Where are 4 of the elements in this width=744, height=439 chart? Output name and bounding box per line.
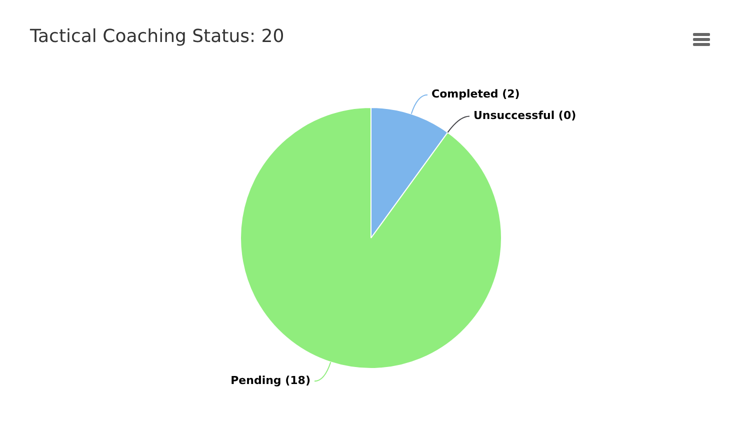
category-label: Unsuccessful (0) [473, 109, 576, 122]
slice-label: Pending (18) [230, 374, 310, 387]
slice-label: Completed (2) [432, 88, 520, 101]
chart-title: Tactical Coaching Status: 20 [30, 26, 284, 47]
